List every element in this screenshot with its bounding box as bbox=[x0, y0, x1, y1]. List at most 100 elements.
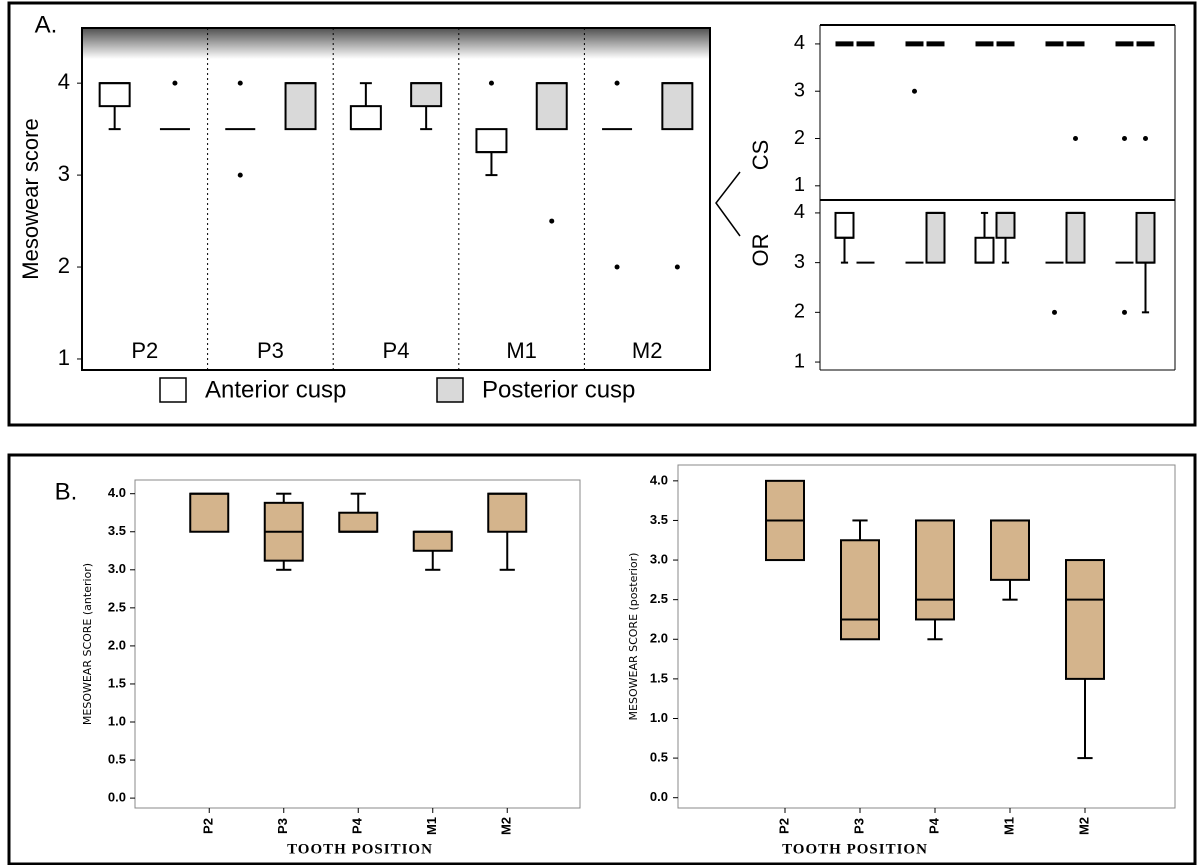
x-tick-label: M1 bbox=[1001, 817, 1016, 835]
y-tick-label: 2.0 bbox=[108, 637, 126, 652]
y-tick-label: 2 bbox=[58, 253, 70, 278]
y-tick-label: 2.0 bbox=[650, 631, 668, 646]
panel-b-frame bbox=[7, 453, 1197, 865]
box bbox=[840, 539, 880, 641]
box bbox=[995, 211, 1016, 239]
legend-swatch bbox=[436, 377, 464, 403]
panel-label: B. bbox=[55, 478, 78, 505]
y-tick-label: 4.0 bbox=[650, 472, 668, 487]
y-tick-label: 1.0 bbox=[108, 713, 126, 728]
outlier bbox=[912, 88, 917, 94]
y-tick-label: 1 bbox=[794, 174, 805, 196]
y-tick-label: 4 bbox=[794, 32, 805, 54]
y-tick-label: 3.0 bbox=[108, 561, 126, 576]
box bbox=[475, 128, 508, 154]
outlier bbox=[1073, 136, 1078, 142]
y-tick-label: 4 bbox=[58, 69, 70, 94]
x-tick-label: P2 bbox=[776, 818, 791, 834]
outlier bbox=[237, 172, 243, 178]
x-tick-label: P4 bbox=[350, 817, 365, 834]
box bbox=[925, 211, 946, 264]
outlier bbox=[674, 264, 680, 270]
x-tick-label: P4 bbox=[383, 338, 410, 363]
box bbox=[1065, 559, 1105, 680]
y-tick-label: 4.0 bbox=[108, 485, 126, 500]
x-tick-label: P3 bbox=[275, 818, 290, 834]
box bbox=[915, 519, 955, 621]
y-axis-label: OR bbox=[748, 234, 773, 267]
outlier bbox=[1052, 309, 1057, 315]
outlier bbox=[237, 80, 243, 86]
bracket bbox=[715, 171, 741, 237]
box bbox=[189, 492, 230, 533]
outlier bbox=[549, 218, 555, 224]
y-tick-label: 0.5 bbox=[108, 751, 126, 766]
y-axis-label: MESOWEAR SCORE (anterior) bbox=[81, 563, 94, 725]
box bbox=[412, 530, 453, 552]
box bbox=[1135, 211, 1156, 264]
x-tick-label: M2 bbox=[632, 338, 663, 363]
x-tick-label: P4 bbox=[926, 817, 941, 834]
outlier bbox=[488, 80, 494, 86]
y-tick-label: 3 bbox=[794, 79, 805, 101]
y-tick-label: 1.0 bbox=[650, 710, 668, 725]
outlier bbox=[172, 80, 178, 86]
y-tick-label: 2 bbox=[794, 127, 805, 149]
y-tick-label: 0.5 bbox=[650, 750, 668, 765]
y-axis-label: Mesowear score bbox=[18, 118, 43, 279]
legend-swatch bbox=[159, 377, 187, 403]
x-tick-label: M2 bbox=[499, 817, 514, 835]
y-tick-label: 3 bbox=[794, 251, 805, 273]
box bbox=[661, 82, 694, 131]
box bbox=[834, 211, 855, 239]
y-tick-label: 3 bbox=[58, 161, 70, 186]
plot-frame bbox=[81, 27, 711, 371]
y-tick-label: 3.0 bbox=[650, 551, 668, 566]
y-tick-label: 1.5 bbox=[650, 670, 668, 685]
outlier bbox=[614, 264, 620, 270]
box bbox=[535, 82, 568, 131]
x-tick-label: P2 bbox=[201, 818, 216, 834]
y-tick-label: 2.5 bbox=[108, 599, 126, 614]
box bbox=[990, 519, 1030, 581]
plot-frame bbox=[134, 479, 581, 809]
y-tick-label: 1 bbox=[794, 350, 805, 372]
box bbox=[410, 82, 443, 108]
x-tick-label: M2 bbox=[1076, 817, 1091, 835]
y-tick-label: 3.5 bbox=[650, 512, 668, 527]
x-tick-label: P3 bbox=[257, 338, 284, 363]
y-tick-label: 0.0 bbox=[108, 790, 126, 805]
y-tick-label: 2 bbox=[794, 301, 805, 323]
x-tick-label: M1 bbox=[506, 338, 537, 363]
x-tick-label: P2 bbox=[131, 338, 158, 363]
y-tick-label: 3.5 bbox=[108, 523, 126, 538]
legend-label: Posterior cusp bbox=[482, 376, 635, 403]
panel-label: A. bbox=[35, 11, 58, 38]
box bbox=[1065, 211, 1086, 264]
y-tick-label: 1.5 bbox=[108, 675, 126, 690]
outlier bbox=[614, 80, 620, 86]
box bbox=[487, 492, 528, 533]
outlier bbox=[1122, 309, 1127, 315]
outlier bbox=[1122, 136, 1127, 142]
y-tick-label: 4 bbox=[794, 201, 805, 223]
x-axis-label: TOOTH POSITION bbox=[782, 841, 928, 857]
y-tick-label: 0.0 bbox=[650, 789, 668, 804]
box bbox=[284, 82, 317, 131]
x-tick-label: P3 bbox=[851, 818, 866, 834]
outlier bbox=[1143, 136, 1148, 142]
y-axis-label: MESOWEAR SCORE (posterior) bbox=[627, 553, 640, 721]
texture-strip bbox=[83, 29, 709, 59]
y-tick-label: 2.5 bbox=[650, 591, 668, 606]
box bbox=[338, 511, 379, 533]
box bbox=[974, 236, 995, 264]
box bbox=[349, 105, 382, 131]
plot-frame bbox=[677, 464, 1176, 809]
box bbox=[98, 82, 131, 108]
y-axis-label: CS bbox=[748, 140, 773, 171]
x-tick-label: M1 bbox=[424, 817, 439, 835]
x-axis-label: TOOTH POSITION bbox=[287, 841, 433, 857]
panel-a-frame bbox=[7, 1, 1197, 427]
y-tick-label: 1 bbox=[58, 345, 70, 370]
